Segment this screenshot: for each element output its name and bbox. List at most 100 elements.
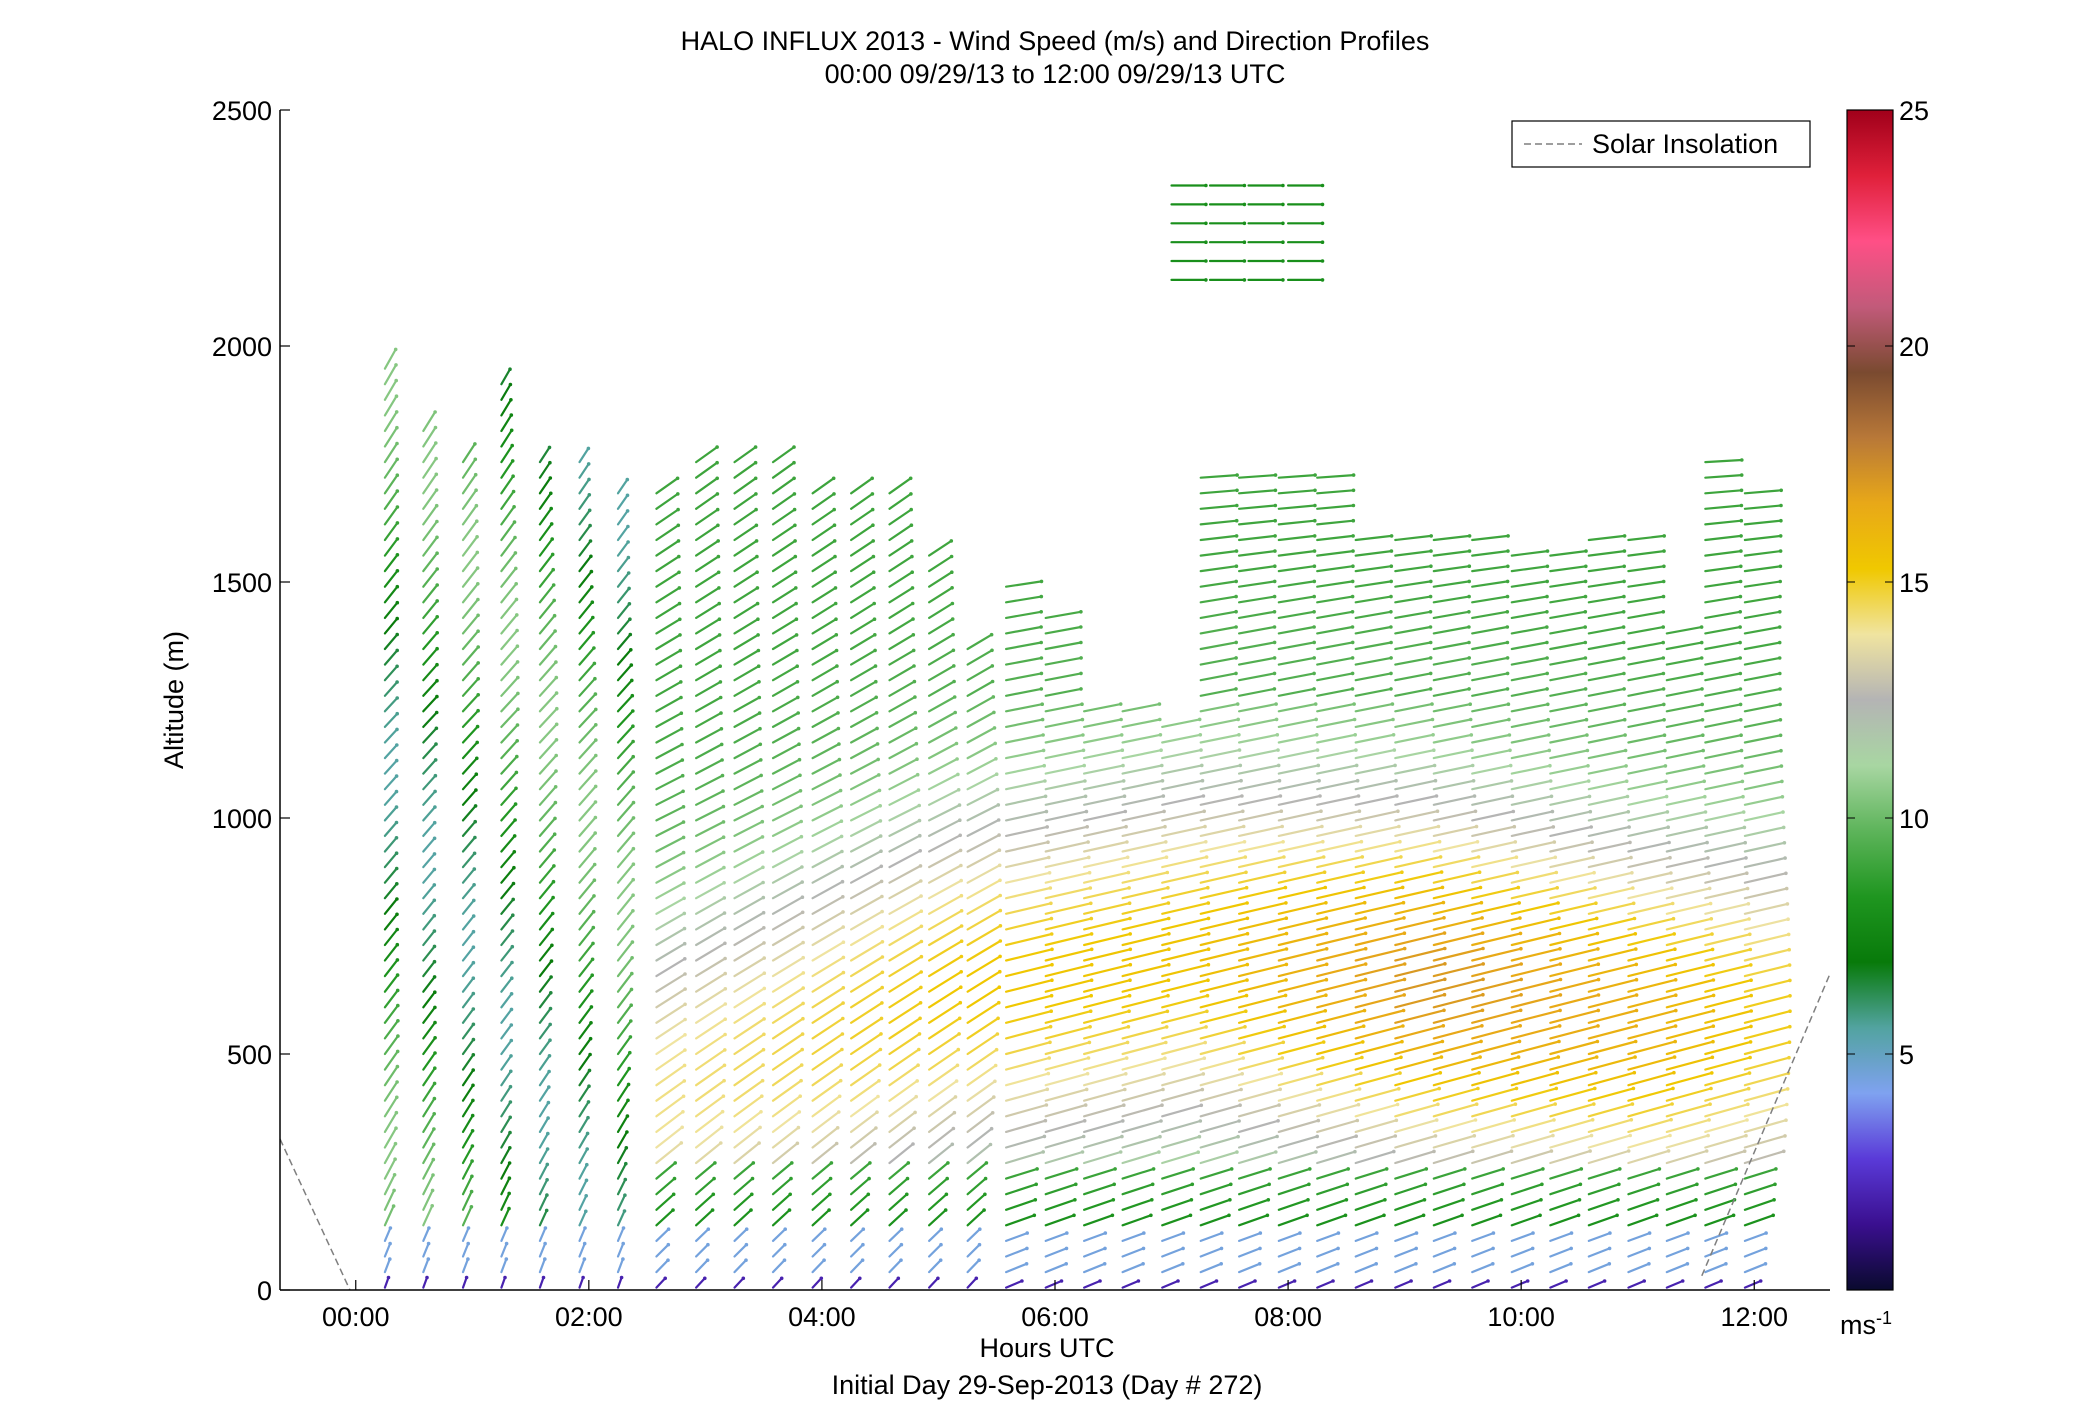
- wind-barb: [1199, 764, 1242, 775]
- wind-barb: [616, 1099, 630, 1118]
- wind-barb-head: [950, 617, 955, 621]
- wind-barb-head: [1584, 549, 1588, 553]
- wind-barb-head: [1711, 978, 1716, 982]
- wind-barb: [616, 770, 635, 791]
- wind-barb: [538, 1209, 548, 1227]
- wind-barb: [578, 785, 597, 806]
- wind-barb: [383, 1257, 391, 1274]
- wind-barb-head: [395, 897, 399, 901]
- wind-barb: [733, 820, 764, 838]
- wind-barb-head: [1772, 1198, 1776, 1202]
- wind-barb-head: [1292, 1279, 1297, 1283]
- wind-barb-head: [1324, 916, 1329, 920]
- wind-barb: [383, 458, 399, 479]
- wind-barb-head: [1428, 687, 1433, 691]
- wind-barb-head: [905, 1176, 910, 1181]
- wind-barb-head: [760, 819, 765, 824]
- wind-barb-head: [1443, 977, 1447, 982]
- wind-barb: [1704, 595, 1742, 604]
- wind-barb-head: [1671, 1086, 1675, 1091]
- wind-barb: [1394, 764, 1436, 775]
- wind-barb-head: [1557, 916, 1561, 920]
- wind-barb: [1743, 687, 1782, 697]
- wind-barb-head: [744, 1242, 749, 1247]
- wind-barb-head: [794, 617, 799, 621]
- wind-barb-head: [1519, 946, 1523, 951]
- wind-barb: [1237, 595, 1276, 604]
- wind-barb-head: [678, 633, 682, 637]
- wind-barb: [1354, 1262, 1378, 1274]
- wind-barb-head: [715, 507, 720, 512]
- wind-barb-head: [1205, 870, 1209, 875]
- wind-barb: [1471, 779, 1513, 791]
- wind-barb: [500, 755, 518, 775]
- wind-barb-head: [1203, 824, 1207, 829]
- wind-barb-head: [1080, 702, 1084, 706]
- wind-barb-head: [706, 1227, 711, 1231]
- wind-barb-head: [471, 1037, 476, 1042]
- wind-barb-head: [762, 971, 767, 975]
- wind-barb: [849, 618, 876, 635]
- wind-barb: [811, 1001, 845, 1024]
- wind-barb-head: [592, 661, 597, 666]
- wind-barb-head: [1429, 579, 1433, 584]
- wind-barb: [500, 582, 518, 604]
- wind-barb: [1549, 871, 1596, 884]
- wind-barb: [1665, 1056, 1714, 1071]
- wind-barb-head: [1273, 473, 1278, 477]
- wind-barb-head: [681, 789, 685, 794]
- wind-barb-head: [911, 633, 916, 637]
- wind-barb-head: [1351, 534, 1355, 538]
- wind-barb: [1704, 718, 1742, 729]
- wind-barb: [733, 727, 762, 744]
- wind-barb: [1549, 764, 1590, 775]
- wind-barb-head: [1234, 625, 1238, 629]
- wind-barb: [811, 835, 843, 853]
- wind-barb: [927, 894, 963, 915]
- wind-barb-head: [754, 539, 759, 543]
- wind-barb-head: [1219, 1246, 1224, 1251]
- wind-barb-head: [1438, 855, 1443, 859]
- wind-barb: [1627, 764, 1667, 775]
- wind-barb-head: [1282, 870, 1287, 875]
- wind-barb: [422, 1112, 436, 1134]
- wind-barb: [1277, 1135, 1319, 1149]
- wind-barb-head: [549, 522, 554, 526]
- wind-barb: [811, 1161, 833, 1180]
- wind-barb-head: [1089, 978, 1094, 982]
- wind-barb-head: [880, 894, 884, 899]
- wind-barb: [538, 537, 554, 557]
- wind-barb-head: [1401, 900, 1406, 905]
- wind-barb-head: [630, 924, 635, 929]
- wind-barb-head: [1592, 1102, 1596, 1106]
- wind-barb-head: [472, 883, 476, 887]
- wind-barb-head: [628, 1050, 632, 1055]
- wind-barb-head: [899, 1242, 904, 1247]
- wind-barb: [927, 680, 956, 697]
- wind-barb-head: [1336, 1231, 1341, 1235]
- wind-barb: [461, 1129, 474, 1149]
- wind-barb-head: [553, 816, 557, 821]
- legend-label: Solar Insolation: [1592, 129, 1778, 159]
- wind-barb-head: [1585, 733, 1589, 737]
- wind-barb-head: [677, 554, 681, 559]
- wind-barb-head: [1647, 1246, 1652, 1251]
- wind-barb: [1743, 841, 1786, 853]
- wind-barb: [578, 616, 594, 635]
- wind-barb-head: [919, 970, 923, 974]
- wind-barb: [1743, 1231, 1768, 1243]
- wind-barb: [1743, 504, 1783, 510]
- wind-barb-head: [543, 1241, 547, 1246]
- wind-barb: [1044, 948, 1093, 962]
- wind-barb: [1161, 825, 1207, 838]
- wind-barb: [1471, 840, 1517, 853]
- wind-barb: [888, 617, 915, 635]
- wind-barb: [1549, 595, 1587, 604]
- wind-barb-head: [1350, 656, 1355, 660]
- wind-barb-head: [589, 554, 593, 559]
- wind-barb-head: [433, 1036, 437, 1040]
- wind-barb: [1704, 504, 1743, 510]
- wind-barb-head: [1040, 717, 1045, 722]
- wind-barb: [538, 833, 556, 853]
